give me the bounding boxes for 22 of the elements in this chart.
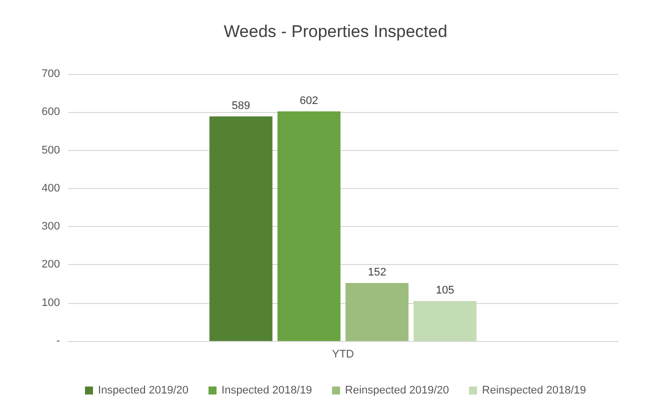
chart-title: Weeds - Properties Inspected [224, 22, 448, 41]
y-tick-label: 100 [42, 296, 60, 309]
y-tick-label: 400 [42, 182, 60, 194]
legend-label: Inspected 2018/19 [222, 384, 312, 396]
bar [346, 283, 409, 341]
bar [277, 111, 340, 341]
data-label: 152 [368, 266, 386, 279]
bar [209, 116, 272, 341]
y-tick-label: 300 [42, 220, 60, 233]
y-tick-label: - [56, 335, 60, 347]
data-label: 589 [232, 100, 250, 112]
legend-label: Reinspected 2018/19 [482, 384, 586, 396]
data-label: 602 [300, 94, 318, 107]
data-label: 105 [436, 284, 454, 296]
legend-label: Inspected 2019/20 [98, 384, 189, 396]
y-tick-label: 600 [42, 106, 60, 118]
y-tick-label: 200 [42, 258, 60, 271]
y-tick-label: 700 [42, 68, 60, 80]
bar [414, 300, 477, 341]
x-tick-label: YTD [332, 348, 354, 360]
y-tick-label: 500 [42, 144, 60, 156]
legend-label: Reinspected 2019/20 [345, 384, 450, 396]
